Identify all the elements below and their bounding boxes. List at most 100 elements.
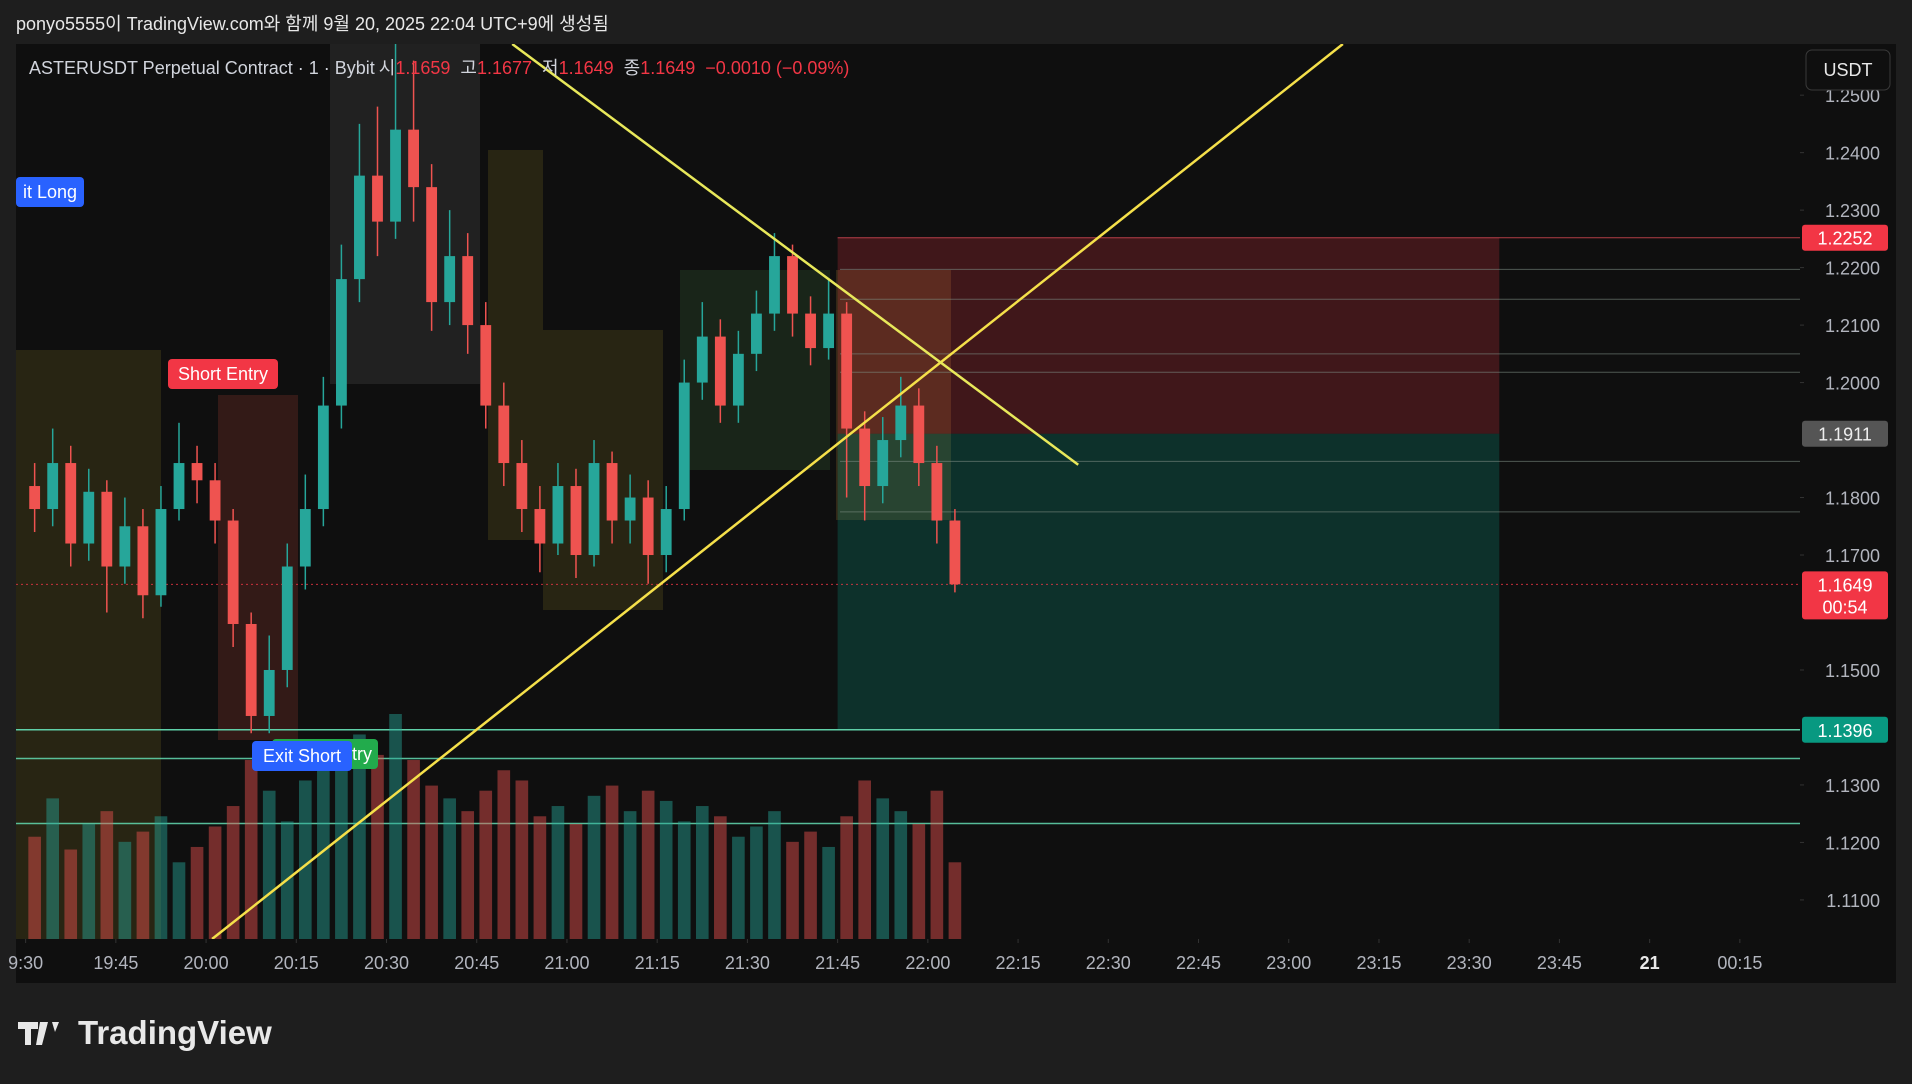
candle-body <box>137 526 149 596</box>
signal-label: Short Entry <box>178 364 268 384</box>
price-tag-label: 1.1911 <box>1818 425 1872 445</box>
x-tick-label: 21:00 <box>544 953 589 973</box>
volume-bar <box>876 798 890 939</box>
candle-body <box>841 313 853 429</box>
volume-bar <box>623 811 637 939</box>
price-tag <box>1802 571 1888 620</box>
candle-body <box>263 669 275 716</box>
candle-body <box>552 486 564 544</box>
volume-bar <box>353 734 366 939</box>
y-tick-label: 1.2000 <box>1825 374 1880 394</box>
candle-body <box>805 313 816 349</box>
volume-bar <box>28 836 41 939</box>
x-tick-label: 20:15 <box>274 953 319 973</box>
volume-bar <box>298 780 312 939</box>
header-text: ponyo5555이 TradingView.com와 함께 9월 20, 20… <box>16 14 609 34</box>
volume-bar <box>479 790 493 939</box>
candle-body <box>498 405 510 464</box>
volume-bar <box>515 780 529 939</box>
price-tag-label: 1.1649 <box>1817 575 1872 595</box>
candle-body <box>173 463 185 510</box>
volume-bar <box>948 862 962 939</box>
volume-bar <box>587 795 601 939</box>
x-tick-label: 00:15 <box>1717 953 1762 973</box>
candle-body <box>83 491 95 544</box>
volume-bar <box>208 826 222 939</box>
x-tick-label: 23:30 <box>1447 953 1492 973</box>
price-tag <box>1802 716 1888 743</box>
volume-bar <box>677 821 691 939</box>
signal-label: it Long <box>23 182 77 202</box>
candle-body <box>281 566 293 670</box>
x-tick-label: 23:15 <box>1356 953 1401 973</box>
candle-body <box>588 463 600 556</box>
x-tick-label: 21:15 <box>635 953 680 973</box>
volume-bar <box>443 798 456 939</box>
candle-body <box>714 336 726 406</box>
signal-label: Exit Short <box>263 746 341 766</box>
target-zone <box>837 433 1500 730</box>
price-tag-label: 1.2252 <box>1817 229 1872 249</box>
x-tick-label: 23:45 <box>1537 953 1582 973</box>
legend-key: 고 <box>460 58 477 78</box>
volume-bar <box>497 770 511 939</box>
x-tick-label: 21:30 <box>725 953 770 973</box>
candle-body <box>732 353 744 406</box>
candle-body <box>101 491 113 567</box>
trendline <box>511 44 1079 466</box>
indicator-band <box>543 330 663 610</box>
candle-body <box>65 463 77 544</box>
legend-key: 시 <box>379 58 396 78</box>
volume-bar <box>804 831 817 939</box>
candle-body <box>895 405 907 441</box>
volume-bar <box>533 816 547 939</box>
candle-body <box>444 256 456 303</box>
legend-value: 1.1649 <box>559 58 614 78</box>
legend-value: 1.1649 <box>640 58 695 78</box>
volume-bar <box>659 800 673 939</box>
price-tag-label: 1.1396 <box>1817 721 1872 741</box>
y-tick-label: 1.2500 <box>1825 86 1880 106</box>
ohlc-legend: ASTERUSDT Perpetual Contract · 1 · Bybit… <box>29 58 849 78</box>
signal-marker <box>16 177 84 207</box>
x-tick-label: 23:00 <box>1266 953 1311 973</box>
x-tick-label: 20:45 <box>454 953 499 973</box>
y-tick-label: 1.2400 <box>1825 144 1880 164</box>
volume-bar <box>750 826 763 939</box>
x-tick-label: 20:30 <box>364 953 409 973</box>
volume-bar <box>226 806 240 939</box>
candle-body <box>372 175 383 222</box>
candle-body <box>787 256 798 314</box>
candle-body <box>299 509 311 567</box>
currency-button[interactable] <box>1805 49 1891 91</box>
candle-body <box>516 463 528 510</box>
brand-logo <box>18 1022 59 1045</box>
volume-bar <box>569 823 583 939</box>
volume-bar <box>82 823 96 939</box>
candle-body <box>949 520 961 585</box>
x-tick-label: 21:45 <box>815 953 860 973</box>
candle-body <box>534 509 546 544</box>
candle-body <box>642 497 654 556</box>
signal-label: try <box>352 744 372 764</box>
y-tick-label: 1.1300 <box>1825 776 1880 796</box>
stop-zone <box>837 237 1500 434</box>
currency-label[interactable]: USDT <box>1824 60 1873 80</box>
candle-body <box>426 187 438 303</box>
candle-body <box>209 480 221 521</box>
x-tick-label: 22:15 <box>996 953 1041 973</box>
candle-body <box>751 313 762 354</box>
brand-name: TradingView <box>78 1014 272 1051</box>
y-tick-label: 1.2200 <box>1825 259 1880 279</box>
y-tick-label: 1.1500 <box>1825 661 1880 681</box>
volume-bar <box>389 714 402 939</box>
x-tick-label: 22:45 <box>1176 953 1221 973</box>
candle-body <box>335 279 347 406</box>
candle-body <box>696 336 708 383</box>
legend-value: 1.1659 <box>395 58 450 78</box>
volume-bar <box>912 823 926 939</box>
candle-body <box>859 428 871 487</box>
y-tick-label: 1.2300 <box>1825 201 1880 221</box>
candle-body <box>191 463 203 481</box>
